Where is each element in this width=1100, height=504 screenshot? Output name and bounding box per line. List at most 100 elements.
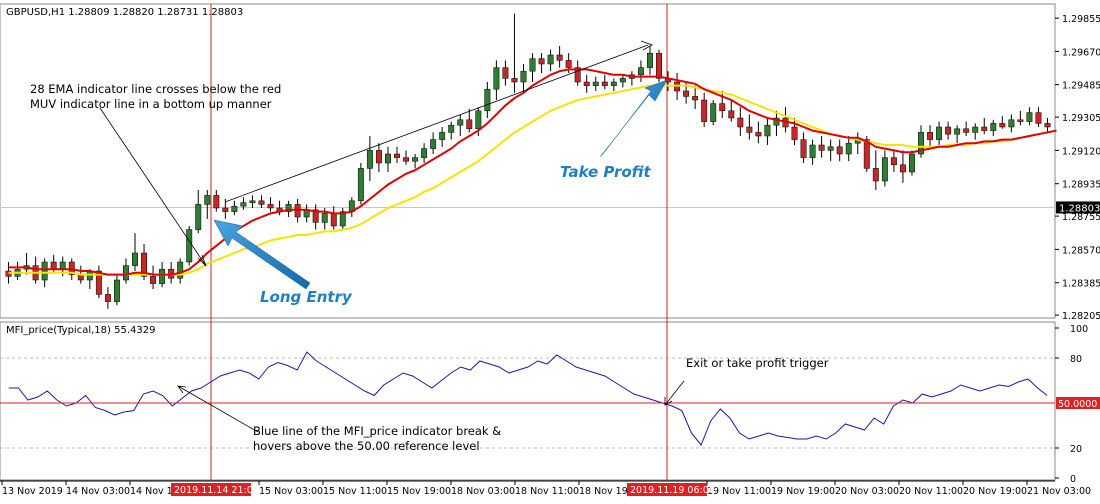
candle-body: [592, 81, 599, 86]
candle-body: [701, 99, 708, 122]
candle-body: [999, 123, 1006, 128]
candle-body: [773, 117, 780, 126]
candle-body: [836, 146, 843, 155]
mfi-line: [8, 351, 1048, 446]
candle-body: [601, 81, 608, 86]
candle-body: [583, 81, 590, 86]
muv-line: [8, 68, 1057, 276]
candle-body: [520, 70, 527, 83]
candle-body: [936, 126, 943, 140]
candle-body: [710, 103, 717, 122]
candle-body: [285, 204, 292, 212]
candle-body: [963, 128, 970, 133]
candle-body: [213, 195, 220, 209]
candle-body: [800, 139, 807, 158]
trend-arrowhead: [640, 40, 653, 51]
price-tick-label: 1.28935: [1062, 180, 1100, 191]
window-title: GBPUSD,H1 1.28809 1.28820 1.28731 1.2880…: [6, 7, 243, 18]
exit-trigger-label: Exit or take profit trigger: [686, 356, 829, 370]
candle-body: [972, 126, 979, 133]
candle-body: [141, 252, 147, 277]
time-tick-label: 13 Nov 2019: [2, 486, 63, 497]
candle-body: [990, 123, 997, 131]
candle-body: [1035, 112, 1042, 124]
candle-body: [403, 157, 409, 162]
candle-body: [41, 261, 48, 281]
candle-body: [863, 139, 870, 169]
time-tick-label: 15 Nov 19:00: [387, 486, 451, 497]
candle-body: [637, 67, 644, 76]
candle-body: [656, 52, 662, 79]
candle-body: [1026, 112, 1033, 122]
candle-body: [412, 157, 419, 162]
take-profit-arrow: [599, 79, 668, 158]
candle-body: [502, 67, 509, 79]
candle-body: [728, 110, 735, 119]
price-tick-label: 1.28755: [1062, 212, 1100, 223]
indicator-tick-label: 100: [1070, 324, 1088, 335]
time-highlight-label: 2019.11.14 21:00: [174, 485, 259, 496]
blue-note-arrowhead: [177, 385, 187, 394]
candle-body: [565, 60, 572, 68]
price-tick-label: 1.28205: [1062, 311, 1100, 322]
candle-body: [339, 211, 346, 227]
candle-body: [610, 81, 617, 86]
candle-body: [918, 132, 924, 155]
candle-body: [845, 142, 852, 155]
candle-body: [132, 252, 138, 266]
candle-body: [421, 148, 428, 158]
candle-body: [240, 202, 247, 207]
indicator-panel: [0, 321, 1056, 481]
candle-body: [123, 265, 129, 281]
time-tick-label: 20 Nov 11:00: [899, 486, 963, 497]
time-tick-label: 20 Nov 03:00: [835, 486, 899, 497]
candle-body: [791, 126, 798, 140]
candle-body: [1044, 123, 1051, 128]
time-highlight-label: 2019.11.19 06:00: [630, 485, 715, 496]
time-axis: 13 Nov 2019 14 Nov 03:00 14 Nov 1 15 Nov 03…: [0, 480, 1091, 497]
time-tick-label: 19 Nov 11:00: [707, 486, 771, 497]
candle-body: [493, 67, 500, 90]
candle-body: [249, 200, 256, 203]
time-tick-label: 18 Nov 19:: [579, 486, 631, 497]
blue-note-line-1: Blue line of the MFI_price indicator bre…: [253, 424, 501, 438]
blue-note-pointer: [177, 385, 259, 433]
exit-note-pointer: [664, 380, 685, 406]
candle-body: [899, 164, 906, 173]
candle-body: [511, 78, 518, 83]
candle-body: [394, 153, 400, 158]
price-tick-label: 1.28385: [1062, 279, 1100, 290]
trend-line: [224, 44, 649, 203]
ema-note-arrowhead: [197, 254, 207, 267]
candle-body: [104, 294, 111, 302]
candle-body: [574, 67, 581, 83]
candle-body: [375, 150, 382, 164]
candle-body: [159, 268, 166, 284]
candle-body: [231, 205, 238, 212]
time-highlight-tag: [171, 483, 251, 496]
price-axis: 1.29855 1.29670 1.29485 1.29305 1.29120 1.289…: [1055, 14, 1100, 322]
price-tick-label: 1.29120: [1062, 146, 1100, 157]
candle-body: [692, 96, 699, 101]
candle-body: [1017, 119, 1024, 122]
candle-body: [430, 139, 437, 149]
price-tick-label: 1.29670: [1062, 47, 1100, 58]
candle-body: [809, 144, 816, 158]
candle-body: [755, 132, 762, 137]
candle-body: [267, 204, 274, 209]
ema-note-line-1: 28 EMA indicator line crosses below the …: [30, 82, 281, 96]
candle-body: [827, 146, 834, 151]
candle-body: [330, 213, 337, 227]
candle-body: [818, 144, 825, 151]
candle-body: [95, 270, 102, 295]
time-tick-label: 18 Nov 03:00: [451, 486, 515, 497]
candle-body: [204, 195, 211, 205]
candle-body: [475, 110, 482, 130]
reference-level-label: 50.0000: [1058, 399, 1097, 410]
candle-body: [872, 168, 879, 182]
indicator-tick-label: 0: [1070, 474, 1076, 485]
price-panel: [0, 3, 1056, 319]
candle-body: [466, 119, 473, 130]
candle-body: [981, 126, 988, 131]
